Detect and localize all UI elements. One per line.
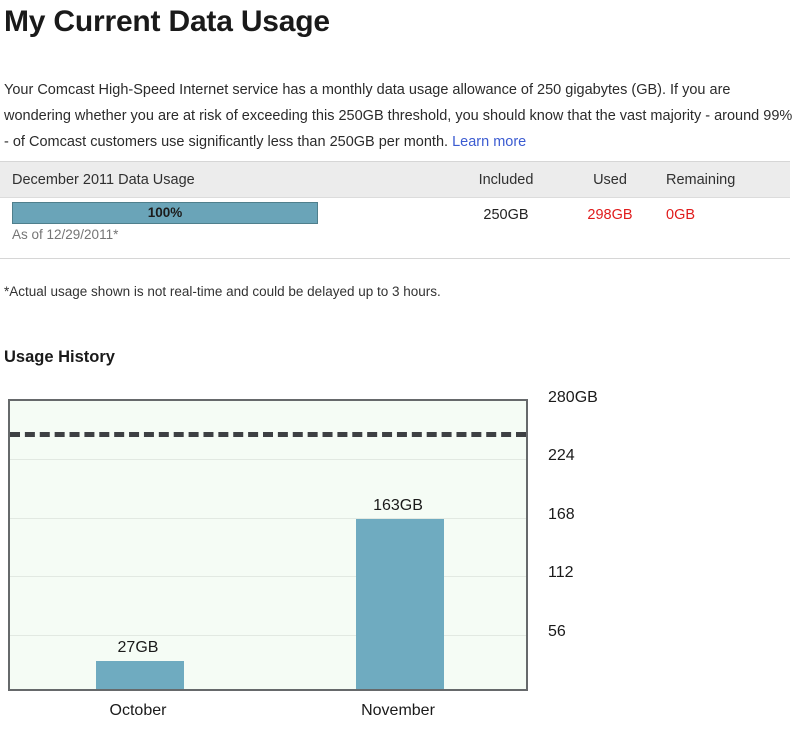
chart-threshold-line <box>10 432 526 438</box>
chart-x-axis-label: October <box>109 702 167 719</box>
usage-table-header-row: December 2011 Data Usage Included Used R… <box>0 162 790 198</box>
chart-bar[interactable] <box>356 519 444 689</box>
chart-gridline <box>10 517 526 519</box>
usage-progress-fill <box>13 203 317 223</box>
chart-bar-value-label: 27GB <box>117 638 159 656</box>
column-header-included: Included <box>478 171 534 188</box>
chart-y-axis-label: 168 <box>548 505 575 523</box>
chart-bar-value-label: 163GB <box>373 497 423 514</box>
intro-paragraph: Your Comcast High-Speed Internet service… <box>4 77 796 155</box>
usage-history-chart: 27GB October 163GB November 56 112 168 224 280GB <box>8 389 598 719</box>
chart-y-axis-label: 224 <box>548 447 575 465</box>
chart-gridline <box>10 459 526 461</box>
chart-gridline <box>10 576 526 578</box>
chart-plot-area <box>8 399 528 691</box>
chart-y-axis-label: 280GB <box>548 389 598 406</box>
chart-y-axis-label: 112 <box>548 564 574 582</box>
usage-footnote: *Actual usage shown is not real-time and… <box>4 284 441 299</box>
usage-table: December 2011 Data Usage Included Used R… <box>0 161 790 259</box>
intro-text: Your Comcast High-Speed Internet service… <box>4 81 793 150</box>
learn-more-link[interactable]: Learn more <box>452 133 527 150</box>
column-header-remaining: Remaining <box>666 171 736 188</box>
usage-remaining-value: 0GB <box>666 207 696 223</box>
usage-progress-bar: 100% <box>12 202 318 224</box>
usage-history-title: Usage History <box>4 348 115 366</box>
chart-bar[interactable] <box>96 660 184 689</box>
usage-progress-cell: 100% As of 12/29/2011* <box>0 200 452 242</box>
chart-x-axis-label: November <box>361 702 435 719</box>
usage-progress-label: 100% <box>147 205 183 220</box>
usage-as-of-text: As of 12/29/2011* <box>12 227 119 242</box>
page-title: My Current Data Usage <box>4 5 330 38</box>
column-header-used: Used <box>593 171 627 188</box>
usage-table-row: 100% As of 12/29/2011* 250GB 298GB 0GB <box>0 198 790 258</box>
chart-y-axis-label: 56 <box>548 622 566 640</box>
usage-included-value: 250GB <box>483 207 529 223</box>
usage-used-value: 298GB <box>587 207 633 223</box>
chart-gridline <box>10 634 526 636</box>
column-header-period: December 2011 Data Usage <box>12 171 195 188</box>
